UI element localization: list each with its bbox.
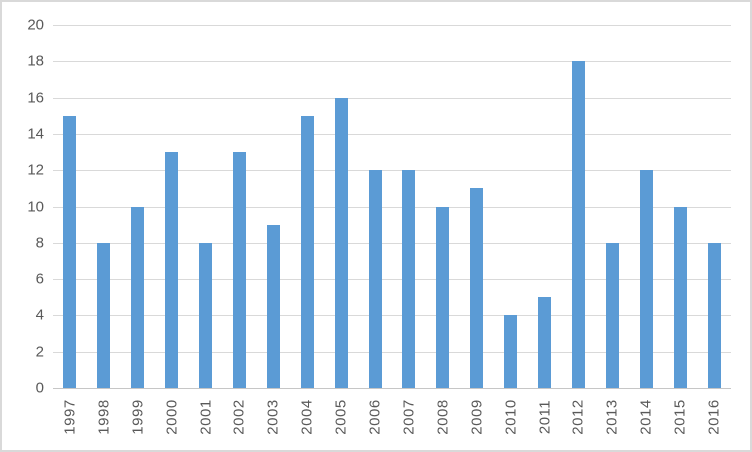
bar-2016: [707, 242, 721, 388]
y-tick-label-2: 2: [35, 343, 44, 361]
y-tick-label-0: 0: [35, 379, 44, 397]
x-tick-label-2004: 2004: [298, 399, 316, 435]
bar-2014: [639, 170, 653, 388]
x-tick-label-2005: 2005: [332, 399, 350, 435]
bar-2008: [436, 206, 450, 388]
x-tick-label-2007: 2007: [400, 399, 418, 435]
x-tick-label-2009: 2009: [468, 399, 486, 435]
bar-2002: [232, 152, 246, 388]
bar-2010: [504, 315, 518, 388]
x-axis-line: [53, 388, 731, 389]
y-tick-label-14: 14: [27, 125, 44, 143]
x-tick-label-2010: 2010: [502, 399, 520, 435]
gridline-6: [53, 279, 731, 281]
x-tick-label-2014: 2014: [637, 399, 655, 435]
x-tick-label-1999: 1999: [129, 399, 147, 435]
bar-2009: [470, 188, 484, 388]
gridline-14: [53, 133, 731, 135]
gridline-8: [53, 242, 731, 244]
y-tick-label-12: 12: [27, 161, 44, 179]
bar-2015: [673, 206, 687, 388]
x-tick-label-2008: 2008: [434, 399, 452, 435]
gridline-4: [53, 315, 731, 317]
bar-2004: [300, 115, 314, 388]
x-tick-label-2013: 2013: [603, 399, 621, 435]
gridline-18: [53, 61, 731, 63]
bar-2001: [199, 242, 213, 388]
y-tick-label-10: 10: [27, 198, 44, 215]
x-tick-label-2001: 2001: [197, 399, 215, 435]
bar-2012: [571, 61, 585, 388]
x-tick-label-2000: 2000: [163, 399, 181, 435]
bar-2011: [538, 297, 552, 388]
bar-2013: [605, 242, 619, 388]
y-tick-label-18: 18: [27, 52, 44, 70]
x-tick-label-2015: 2015: [671, 399, 689, 435]
bar-1998: [97, 242, 111, 388]
gridline-2: [53, 351, 731, 353]
y-tick-label-8: 8: [35, 234, 44, 252]
bar-2006: [368, 170, 382, 388]
x-tick-label-1998: 1998: [95, 399, 113, 435]
bar-2005: [334, 97, 348, 388]
bar-2000: [165, 152, 179, 388]
bar-1997: [63, 115, 77, 388]
x-tick-label-2002: 2002: [230, 399, 248, 435]
bar-1999: [131, 206, 145, 388]
y-tick-label-6: 6: [35, 270, 44, 288]
x-tick-label-2003: 2003: [264, 399, 282, 435]
y-tick-label-20: 20: [27, 16, 44, 34]
gridline-10: [53, 206, 731, 208]
y-tick-label-4: 4: [35, 306, 44, 324]
gridline-12: [53, 170, 731, 172]
x-tick-label-2006: 2006: [366, 399, 384, 435]
gridline-20: [53, 25, 731, 26]
x-tick-label-2012: 2012: [569, 399, 587, 435]
bar-2003: [266, 224, 280, 388]
x-tick-label-1997: 1997: [61, 399, 79, 435]
bar-2007: [402, 170, 416, 388]
gridline-16: [53, 97, 731, 99]
y-tick-label-16: 16: [27, 89, 44, 107]
x-tick-label-2016: 2016: [705, 399, 723, 435]
x-tick-label-2011: 2011: [536, 399, 554, 435]
